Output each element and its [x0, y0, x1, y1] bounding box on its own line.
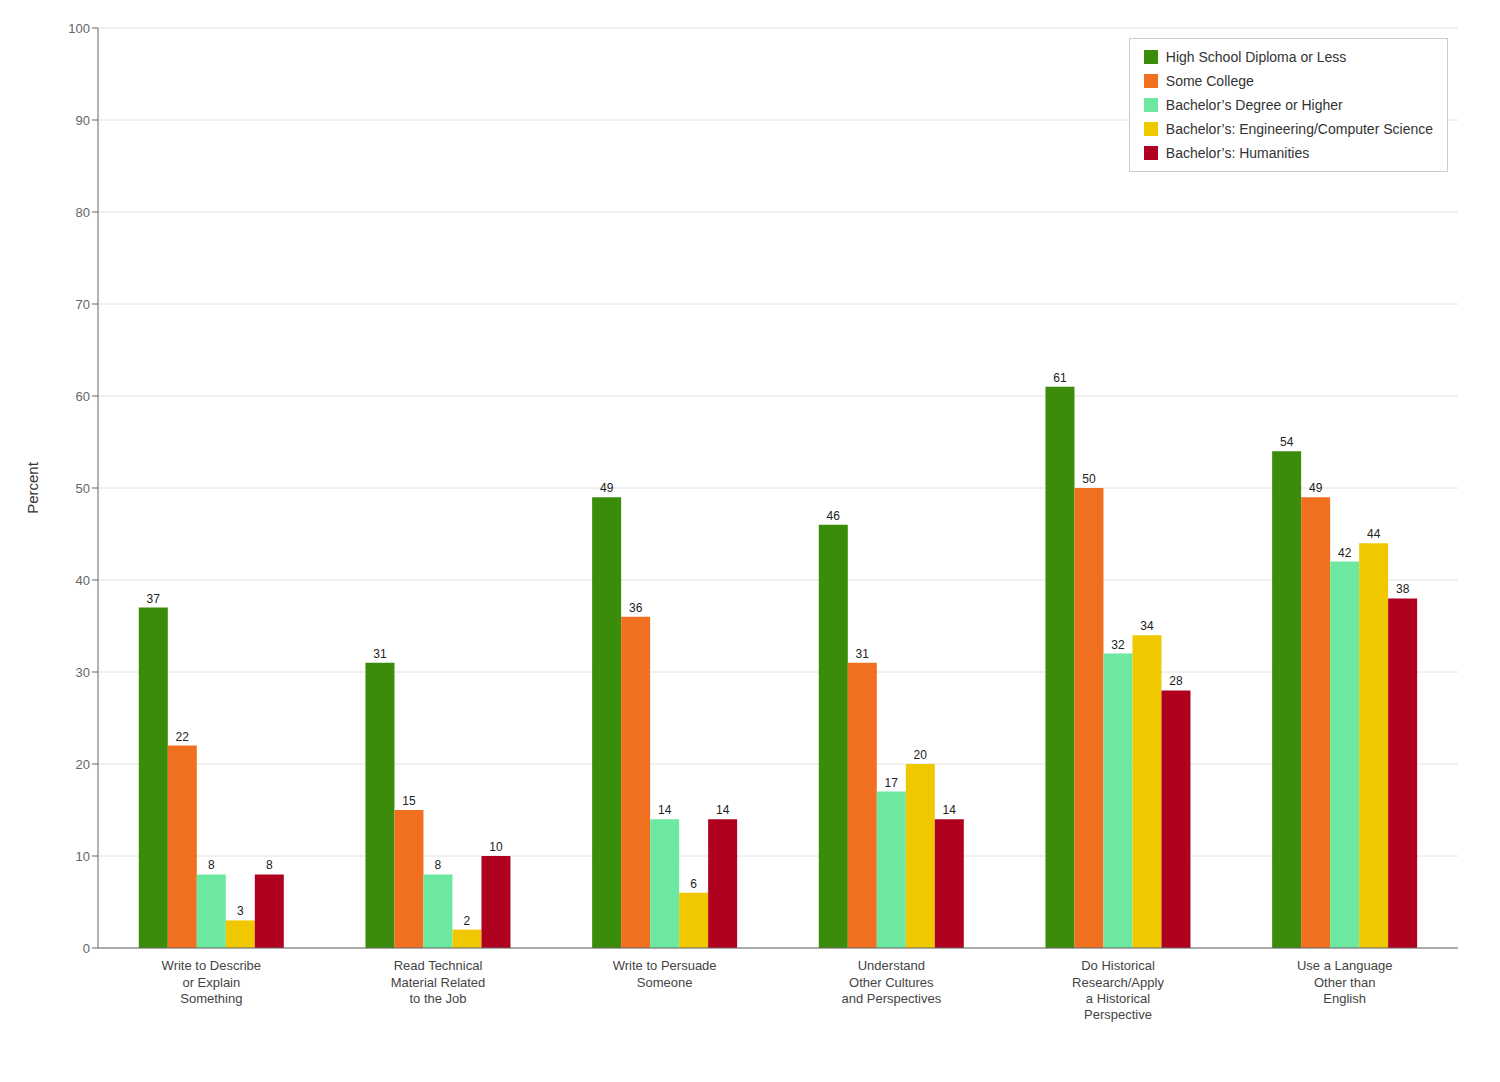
svg-text:Do HistoricalResearch/Applya H: Do HistoricalResearch/Applya HistoricalP…	[1072, 958, 1164, 1022]
svg-text:UnderstandOther Culturesand Pe: UnderstandOther Culturesand Perspectives	[841, 958, 941, 1006]
svg-text:40: 40	[76, 573, 90, 588]
svg-text:28: 28	[1169, 674, 1183, 688]
svg-text:15: 15	[402, 794, 416, 808]
svg-text:90: 90	[76, 113, 90, 128]
svg-text:Write to PersuadeSomeone: Write to PersuadeSomeone	[613, 958, 717, 989]
svg-text:70: 70	[76, 297, 90, 312]
svg-text:17: 17	[885, 776, 899, 790]
svg-text:Write to Describeor ExplainSom: Write to Describeor ExplainSomething	[162, 958, 261, 1006]
svg-text:10: 10	[489, 840, 503, 854]
svg-text:37: 37	[147, 592, 161, 606]
svg-text:0: 0	[83, 941, 90, 956]
svg-text:36: 36	[629, 601, 643, 615]
svg-text:20: 20	[76, 757, 90, 772]
html-text:Bachelor’s Degree or Higher: Bachelor’s Degree or Higher	[1165, 97, 1343, 113]
svg-text:100: 100	[68, 21, 90, 36]
html-text:Bachelor’s: Engineering/Comput: Bachelor’s: Engineering/Computer Science	[1165, 121, 1433, 137]
svg-text:61: 61	[1053, 371, 1067, 385]
html-text:Some College: Some College	[1165, 73, 1254, 89]
svg-text:22: 22	[176, 730, 190, 744]
svg-text:31: 31	[373, 647, 387, 661]
svg-text:8: 8	[435, 858, 442, 872]
svg-text:14: 14	[943, 803, 957, 817]
svg-text:49: 49	[1309, 481, 1323, 495]
svg-text:44: 44	[1367, 527, 1381, 541]
svg-text:Percent: Percent	[24, 461, 41, 514]
svg-text:50: 50	[1082, 472, 1096, 486]
svg-text:20: 20	[914, 748, 928, 762]
svg-text:54: 54	[1280, 435, 1294, 449]
svg-text:14: 14	[716, 803, 730, 817]
svg-text:38: 38	[1396, 582, 1410, 596]
svg-text:42: 42	[1338, 546, 1352, 560]
svg-text:31: 31	[856, 647, 870, 661]
svg-text:50: 50	[76, 481, 90, 496]
svg-text:8: 8	[266, 858, 273, 872]
html-text:Bachelor’s: Humanities: Bachelor’s: Humanities	[1165, 145, 1310, 161]
svg-text:60: 60	[76, 389, 90, 404]
svg-text:46: 46	[827, 509, 841, 523]
svg-text:34: 34	[1140, 619, 1154, 633]
svg-text:Use a LanguageOther thanEnglis: Use a LanguageOther thanEnglish	[1297, 958, 1392, 1006]
svg-text:32: 32	[1111, 638, 1125, 652]
svg-text:3: 3	[237, 904, 244, 918]
svg-text:14: 14	[658, 803, 672, 817]
svg-text:80: 80	[76, 205, 90, 220]
svg-text:Read TechnicalMaterial Related: Read TechnicalMaterial Relatedto the Job	[391, 958, 486, 1006]
svg-text:10: 10	[76, 849, 90, 864]
svg-text:30: 30	[76, 665, 90, 680]
svg-text:6: 6	[690, 877, 697, 891]
svg-text:49: 49	[600, 481, 614, 495]
svg-text:2: 2	[464, 914, 471, 928]
svg-text:8: 8	[208, 858, 215, 872]
html-text:High School Diploma or Less: High School Diploma or Less	[1165, 49, 1347, 65]
